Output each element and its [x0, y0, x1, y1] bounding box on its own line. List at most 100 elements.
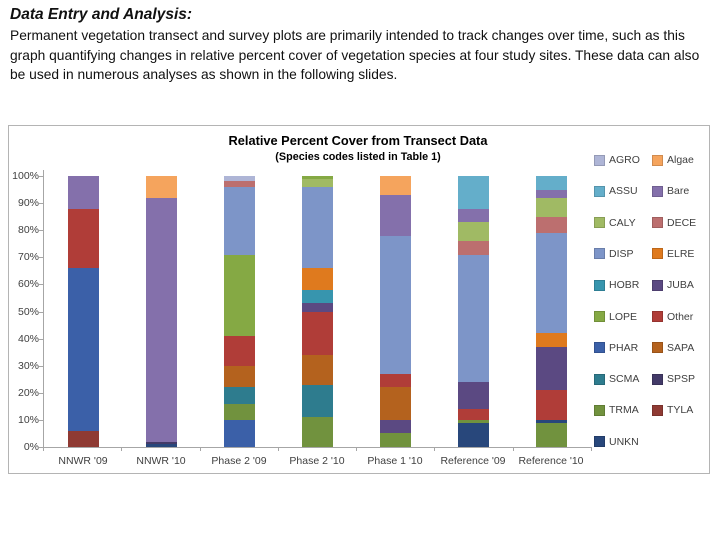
legend-swatch-algae [652, 154, 663, 166]
legend-label: TRMA [609, 404, 639, 417]
legend-item-lope: LOPE [594, 311, 637, 323]
legend-label: SAPA [667, 341, 695, 354]
bar-segment-dece [535, 216, 567, 233]
legend-item-other: Other [652, 311, 693, 323]
x-axis-tick [199, 447, 201, 451]
category-label-phase-2-10: Phase 2 '10 [289, 455, 345, 467]
legend-label: LOPE [609, 310, 638, 323]
y-axis-tick [39, 230, 43, 232]
bar-segment-lope [223, 254, 255, 336]
bar-nnwr-10 [145, 176, 177, 447]
bar-segment-tyla [67, 430, 99, 447]
legend-item-assu: ASSU [594, 185, 638, 197]
y-axis-tick [39, 311, 43, 313]
bar-segment-algae [145, 176, 177, 198]
legend-swatch-other [652, 311, 663, 322]
category-label-nnwr-09: NNWR '09 [58, 455, 108, 467]
slide-header: Data Entry and Analysis: Permanent veget… [10, 6, 716, 85]
bar-segment-bare [535, 189, 567, 198]
x-axis-tick [356, 447, 358, 451]
x-axis-tick [591, 447, 592, 451]
bar-phase-2-09 [223, 176, 255, 447]
bar-segment-other [67, 208, 99, 269]
legend-label: Algae [667, 154, 694, 166]
bar-phase-1-10 [379, 176, 411, 447]
y-tick-label: 60% [17, 278, 39, 291]
bar-segment-caly [301, 178, 333, 187]
y-tick-label: 10% [17, 413, 39, 426]
y-axis-tick [39, 203, 43, 205]
bar-segment-juba [301, 303, 333, 312]
bar-segment-trma [457, 419, 489, 423]
category-label-nnwr-10: NNWR '10 [136, 455, 186, 467]
bar-segment-other [379, 373, 411, 388]
legend-label: Other [667, 310, 694, 323]
y-tick-label: 40% [17, 332, 39, 345]
legend-label: ASSU [609, 185, 638, 198]
legend-label: PHAR [609, 341, 639, 354]
bar-segment-sapa [301, 354, 333, 385]
bar-segment-bare [457, 208, 489, 223]
y-tick-label: 80% [17, 224, 39, 237]
bar-segment-unkn [535, 419, 567, 423]
bar-segment-juba [379, 419, 411, 434]
legend-swatch-lope [594, 311, 605, 322]
bar-reference-10 [535, 176, 567, 447]
bar-segment-lope [301, 176, 333, 179]
legend-swatch-spsp [652, 373, 663, 385]
y-tick-label: 70% [17, 251, 39, 264]
legend-item-bare: Bare [652, 185, 689, 197]
bar-segment-algae [379, 176, 411, 195]
legend-label: TYLA [667, 404, 694, 417]
legend-label: HOBR [609, 279, 640, 292]
legend-item-scma: SCMA [594, 373, 639, 385]
x-axis [43, 447, 591, 448]
legend-label: SPSP [667, 373, 696, 386]
bar-segment-dece [457, 241, 489, 255]
legend-item-tyla: TYLA [652, 404, 693, 416]
category-label-reference-09: Reference '09 [440, 455, 506, 467]
chart-title: Relative Percent Cover from Transect Dat… [228, 133, 488, 148]
bar-segment-phar [67, 268, 99, 431]
y-axis-tick [39, 284, 43, 286]
legend-swatch-disp [594, 248, 605, 260]
y-tick-label: 0% [23, 441, 39, 453]
y-axis-tick [39, 365, 43, 367]
bar-segment-scma [301, 384, 333, 418]
legend-item-trma: TRMA [594, 404, 639, 416]
y-axis-tick [39, 176, 43, 177]
bar-segment-other [301, 311, 333, 355]
bar-segment-disp [223, 186, 255, 255]
legend-swatch-trma [594, 404, 605, 416]
bar-segment-bare [67, 176, 99, 209]
x-axis-tick [121, 447, 123, 451]
legend-swatch-sapa [652, 342, 663, 354]
y-tick-label: 90% [17, 197, 39, 210]
bar-nnwr-09 [67, 176, 99, 447]
y-tick-label: 20% [17, 386, 39, 399]
bar-segment-caly [535, 197, 567, 217]
legend-label: DISP [609, 247, 634, 260]
slide-heading: Data Entry and Analysis: [10, 6, 193, 23]
legend-label: CALY [609, 216, 636, 229]
bar-segment-disp [301, 186, 333, 269]
bar-segment-hobr [301, 289, 333, 304]
bar-segment-elre [301, 268, 333, 290]
x-axis-tick [434, 447, 436, 451]
bar-segment-assu [535, 176, 567, 190]
bar-segment-disp [379, 235, 411, 374]
bar-segment-juba [457, 382, 489, 410]
bar-segment-agro [223, 176, 255, 182]
bar-segment-phar [223, 419, 255, 447]
y-tick-label: 50% [17, 305, 39, 318]
y-axis [43, 170, 44, 447]
bar-segment-disp [535, 232, 567, 334]
bar-segment-sapa [379, 387, 411, 420]
legend-item-elre: ELRE [652, 248, 694, 260]
bar-segment-assu [457, 176, 489, 209]
legend-swatch-assu [594, 185, 605, 197]
legend-item-hobr: HOBR [594, 279, 639, 291]
chart-subtitle: (Species codes listed in Table 1) [275, 151, 441, 163]
legend-swatch-bare [652, 185, 663, 197]
slide-body-text: Permanent vegetation transect and survey… [10, 28, 700, 83]
